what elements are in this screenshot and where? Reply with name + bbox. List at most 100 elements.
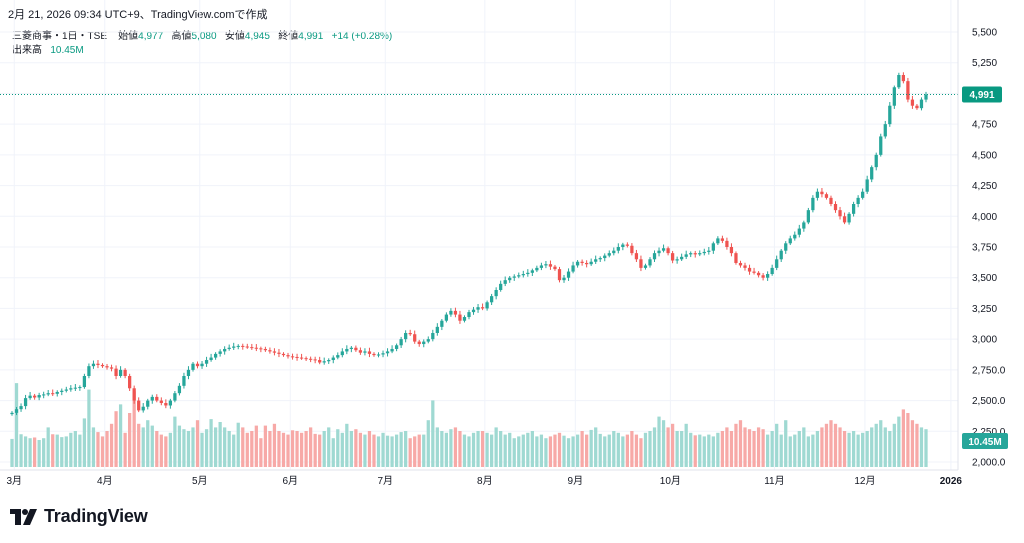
volume-bar — [431, 400, 435, 467]
volume-bar — [919, 427, 924, 467]
candle — [399, 336, 403, 348]
candle — [114, 365, 118, 380]
volume-bar — [213, 427, 218, 467]
volume-bar — [191, 427, 195, 467]
volume-bar — [630, 431, 634, 467]
candle — [299, 353, 304, 360]
volume-bar — [639, 438, 643, 467]
price-tick-label: 2,500.0 — [972, 396, 1006, 407]
volume-bar — [263, 425, 268, 467]
candle — [811, 195, 815, 213]
candle — [37, 392, 41, 401]
candle — [354, 345, 358, 352]
legend-close-label: 終値 — [278, 31, 299, 42]
candle — [10, 411, 14, 416]
volume-bar — [802, 427, 806, 467]
volume-bar — [788, 436, 792, 467]
last-price-badge: 4,991 — [969, 90, 994, 101]
volume-bar — [426, 420, 430, 467]
legend-low-label: 安値 — [224, 31, 245, 42]
volume-bar — [580, 431, 584, 467]
volume-bar — [521, 434, 525, 467]
price-chart[interactable]: 5,5005,2505,0004,7504,5004,2504,0003,750… — [0, 0, 1024, 500]
volume-bar — [123, 432, 127, 467]
volume-bar — [879, 420, 883, 467]
candle — [195, 361, 200, 369]
candle — [444, 312, 449, 323]
volume-bar — [503, 434, 507, 467]
volume-bar — [675, 431, 679, 467]
candle — [385, 348, 390, 357]
volume-bar — [336, 429, 340, 467]
candle — [729, 243, 734, 257]
volume-bar — [725, 427, 729, 467]
volume-bar — [250, 431, 254, 467]
candle — [833, 201, 838, 213]
candle — [118, 366, 123, 378]
volume-bar — [494, 427, 498, 467]
candle — [209, 353, 213, 362]
candle — [485, 300, 489, 311]
volume-bar — [761, 429, 765, 467]
candle — [842, 212, 847, 225]
volume-bar — [164, 436, 168, 467]
candle — [141, 403, 145, 413]
time-tick-label: 7月 — [378, 475, 394, 487]
volume-bar — [159, 434, 163, 467]
volume-bar — [711, 436, 715, 467]
candle — [580, 259, 584, 266]
candle — [471, 306, 476, 315]
candle — [286, 352, 290, 359]
legend-symbol[interactable]: 三菱商事・1日・TSE — [12, 31, 108, 42]
volume-bar — [888, 431, 892, 467]
chart-header-timestamp: 2月 21, 2026 09:34 UTC+9、TradingView.comで… — [8, 9, 268, 21]
volume-bar — [670, 423, 675, 467]
volume-bar — [661, 420, 666, 467]
volume-bar — [752, 431, 756, 467]
time-tick-label: 9月 — [568, 475, 584, 487]
candle — [521, 270, 525, 278]
candle — [897, 72, 901, 90]
volume-bar — [874, 423, 878, 467]
candle — [404, 330, 408, 343]
volume-bar — [566, 438, 571, 467]
candle — [173, 390, 177, 403]
legend-high-value: 5,080 — [191, 31, 217, 42]
time-axis[interactable]: 3月4月5月6月7月8月9月10月11月12月20262月3月 — [0, 469, 1024, 487]
price-axis[interactable]: 5,5005,2505,0004,7504,5004,2504,0003,750… — [957, 0, 1006, 470]
volume-bar — [770, 431, 774, 467]
volume-bar — [349, 431, 353, 467]
volume-bar — [467, 436, 471, 467]
candle — [883, 120, 887, 139]
volume-bar — [82, 418, 87, 467]
volume-bar — [634, 434, 639, 467]
candle — [164, 399, 168, 409]
candle — [806, 207, 810, 225]
candle — [657, 247, 661, 257]
candle — [743, 262, 747, 271]
volume-bar — [539, 434, 544, 467]
volume-bar — [28, 438, 32, 467]
tradingview-logo[interactable]: TradingView — [10, 506, 148, 527]
volume-bar — [381, 432, 385, 467]
volume-bar — [449, 429, 453, 467]
candle — [313, 356, 317, 364]
legend-volume-label[interactable]: 出来高 — [12, 45, 42, 56]
candle — [318, 356, 322, 365]
volume-bar — [390, 436, 394, 467]
volume-bar — [290, 430, 295, 467]
price-tick-label: 2,000.0 — [972, 458, 1006, 469]
candle — [453, 307, 458, 318]
volume-bar — [779, 434, 783, 467]
candle — [802, 220, 806, 232]
volume-bar — [128, 413, 132, 467]
tradingview-logo-icon — [10, 508, 37, 525]
candle — [680, 253, 684, 262]
volume-bar — [657, 416, 661, 467]
volume-bar — [96, 432, 100, 467]
candle — [91, 360, 96, 369]
price-tick-label: 3,000 — [972, 335, 997, 346]
volume-bar — [132, 391, 136, 467]
candle — [376, 352, 381, 358]
candle — [281, 352, 286, 357]
